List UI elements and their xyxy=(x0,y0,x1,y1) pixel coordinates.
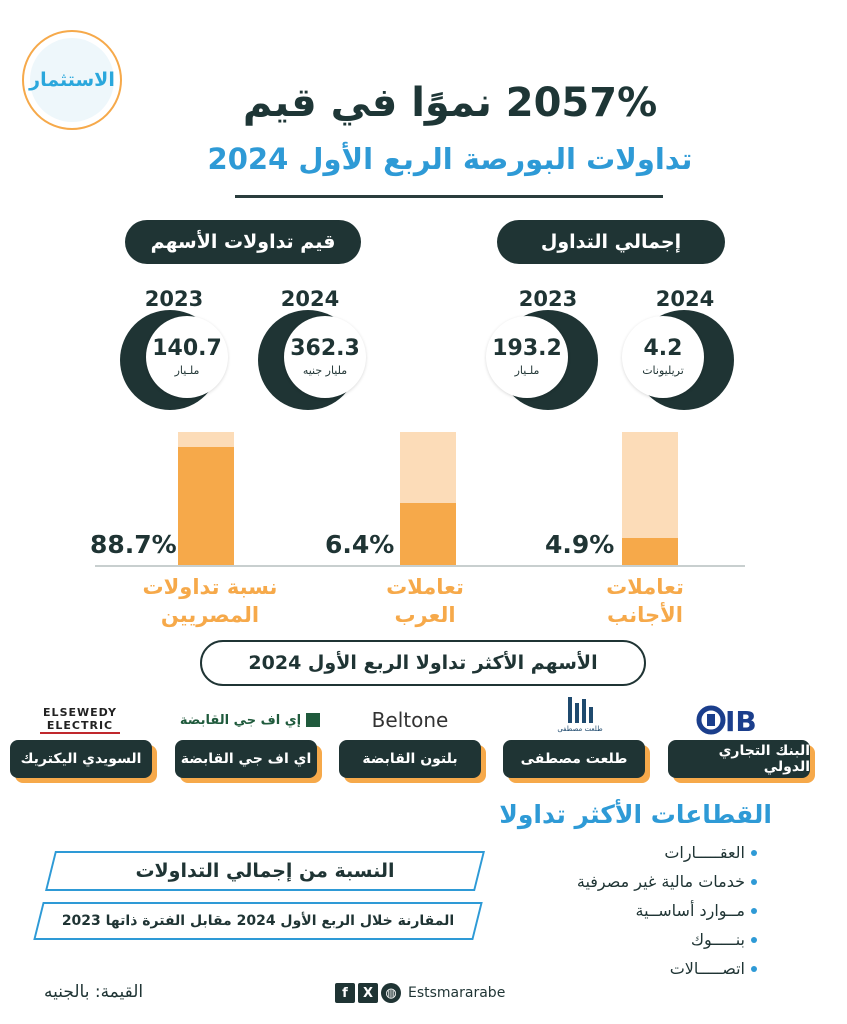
arab-label: تعاملات العرب xyxy=(360,573,490,630)
moon-face: 140.7 ملـيار xyxy=(146,316,228,398)
logo-inner: الاستثمار xyxy=(29,38,115,122)
efg-logo: إي اف جي القابضة xyxy=(175,700,325,740)
total-trading-header: إجمالي التداول xyxy=(497,220,725,264)
sector-label: مــوارد أساســية xyxy=(635,901,745,920)
sector-item: العقـــــارات xyxy=(497,843,757,862)
stock-year-2023: 2023 xyxy=(144,287,204,311)
facebook-icon[interactable]: f xyxy=(335,983,355,1003)
egyptian-percent: 88.7% xyxy=(90,530,177,559)
ratio-note: النسبة من إجمالي التداولات xyxy=(45,851,485,891)
stock-elsewedy: السويدي اليكتريك xyxy=(10,740,152,778)
stock-2024-unit: مليار جنيه xyxy=(302,363,348,377)
arab-label-line2: العرب xyxy=(394,603,456,628)
bars-baseline xyxy=(95,565,745,567)
stock-2023-circle: 140.7 ملـيار xyxy=(120,310,232,422)
foreign-bar-fill xyxy=(622,538,678,565)
total-2023-circle: 193.2 ملـيار xyxy=(486,310,598,422)
talaat-logo-mark xyxy=(568,697,593,723)
efg-logo-icon xyxy=(306,713,321,727)
logo-text: الاستثمار xyxy=(29,69,115,91)
stock-trading-header: قيم تداولات الأسهم xyxy=(125,220,361,264)
comparison-note-text: المقارنة خلال الربع الأول 2024 مقابل الف… xyxy=(61,913,455,929)
moon-face: 4.2 تريليونات xyxy=(622,316,704,398)
arab-bar-fill xyxy=(400,502,456,565)
foreign-label-line1: تعاملات xyxy=(606,575,684,599)
top-stocks-header: الأسهم الأكثر تداولا الربع الأول 2024 xyxy=(200,640,646,686)
beltone-logo-text: Beltone xyxy=(371,708,449,732)
arab-percent: 6.4% xyxy=(325,530,395,559)
moon-face: 193.2 ملـيار xyxy=(486,316,568,398)
egyptian-bar-fill xyxy=(178,447,234,565)
bullet-icon xyxy=(751,878,757,885)
foreign-percent: 4.9% xyxy=(545,530,615,559)
beltone-logo: Beltone xyxy=(355,700,465,740)
foreign-label: تعاملات الأجانب xyxy=(580,573,710,630)
elsewedy-logo: ELSEWEDY ELECTRIC xyxy=(30,700,130,740)
cib-logo: IB xyxy=(690,700,780,740)
sectors-title: القطاعات الأكثر تداولا xyxy=(499,800,772,829)
comparison-note: المقارنة خلال الربع الأول 2024 مقابل الف… xyxy=(33,902,483,940)
efg-logo-text: إي اف جي القابضة xyxy=(179,712,302,728)
value-note: القيمة: بالجنيه xyxy=(44,982,144,1002)
moon-face: 362.3 مليار جنيه xyxy=(284,316,366,398)
x-icon[interactable]: X xyxy=(358,983,378,1003)
total-year-2024: 2024 xyxy=(655,287,715,311)
page-subtitle: تداولات البورصة الربع الأول 2024 xyxy=(207,142,693,176)
title-divider xyxy=(235,195,663,198)
egyptian-label: نسبة تداولات المصريين xyxy=(125,573,295,630)
stock-talaat: طلعت مصطفى xyxy=(503,740,645,778)
stock-2023-unit: ملـيار xyxy=(174,363,200,377)
egyptian-label-line2: المصريين xyxy=(160,603,260,628)
sector-label: اتصـــــالات xyxy=(669,959,745,978)
stock-cib: البنك التجاري الدولي xyxy=(668,740,810,778)
talaat-logo: طلعت مصطفى xyxy=(540,694,620,734)
social-bar: f X ◍ Estsmararabe xyxy=(335,982,505,1004)
globe-icon[interactable]: ◍ xyxy=(381,983,401,1003)
stock-year-2024: 2024 xyxy=(280,287,340,311)
svg-text:IB: IB xyxy=(725,705,757,736)
arab-label-line1: تعاملات xyxy=(386,575,464,599)
stock-efg: اي اف جي القابضة xyxy=(175,740,317,778)
total-2023-value: 193.2 xyxy=(492,336,562,362)
logo: الاستثمار xyxy=(22,30,122,130)
page-title: 2057% نموًا في قيم xyxy=(242,80,658,126)
foreign-bar xyxy=(622,432,678,565)
sector-item: خدمات مالية غير مصرفية xyxy=(497,872,757,891)
sector-label: العقـــــارات xyxy=(664,843,745,862)
sector-label: بنـــــوك xyxy=(690,930,745,949)
total-2024-unit: تريليونات xyxy=(642,363,684,377)
total-2024-circle: 4.2 تريليونات xyxy=(622,310,734,422)
sector-item: بنـــــوك xyxy=(497,930,757,949)
foreign-label-line2: الأجانب xyxy=(607,603,683,628)
ratio-note-text: النسبة من إجمالي التداولات xyxy=(135,860,395,882)
total-year-2023: 2023 xyxy=(518,287,578,311)
total-2024-value: 4.2 xyxy=(643,336,683,362)
sector-item: اتصـــــالات xyxy=(497,959,757,978)
talaat-logo-text: طلعت مصطفى xyxy=(557,725,603,733)
stock-2023-value: 140.7 xyxy=(152,336,222,362)
cib-logo-mark: IB xyxy=(696,705,757,736)
sector-item: مــوارد أساســية xyxy=(497,901,757,920)
stock-2024-value: 362.3 xyxy=(290,336,360,362)
egyptian-bar xyxy=(178,432,234,565)
elsewedy-logo-text: ELSEWEDY ELECTRIC xyxy=(40,706,120,735)
arab-bar xyxy=(400,432,456,565)
sector-label: خدمات مالية غير مصرفية xyxy=(576,872,745,891)
stock-2024-circle: 362.3 مليار جنيه xyxy=(258,310,370,422)
bullet-icon xyxy=(751,936,757,943)
total-2023-unit: ملـيار xyxy=(514,363,540,377)
bullet-icon xyxy=(751,965,757,972)
egyptian-label-line1: نسبة تداولات xyxy=(142,575,278,599)
bullet-icon xyxy=(751,907,757,914)
bullet-icon xyxy=(751,849,757,856)
social-handle[interactable]: Estsmararabe xyxy=(408,985,506,1001)
stock-beltone: بلتون القابضة xyxy=(339,740,481,778)
